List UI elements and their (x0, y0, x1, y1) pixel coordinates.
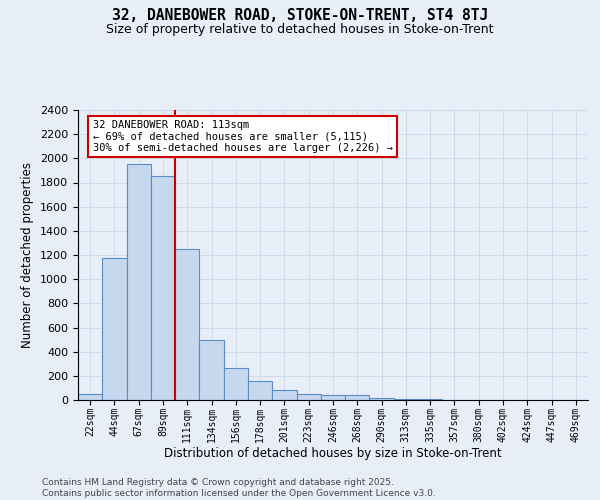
Y-axis label: Number of detached properties: Number of detached properties (22, 162, 34, 348)
Bar (321, 394, 345, 400)
Bar (394, 399, 418, 400)
Bar (102, 258, 127, 400)
Bar (199, 340, 224, 400)
Bar (151, 176, 175, 400)
Bar (175, 249, 199, 400)
Bar (296, 394, 321, 400)
Bar (127, 164, 151, 400)
X-axis label: Distribution of detached houses by size in Stoke-on-Trent: Distribution of detached houses by size … (164, 447, 502, 460)
Text: Size of property relative to detached houses in Stoke-on-Trent: Size of property relative to detached ho… (106, 22, 494, 36)
Bar (78, 394, 102, 400)
Bar (345, 395, 370, 400)
Bar (224, 368, 248, 400)
Text: 32 DANEBOWER ROAD: 113sqm
← 69% of detached houses are smaller (5,115)
30% of se: 32 DANEBOWER ROAD: 113sqm ← 69% of detac… (92, 120, 392, 153)
Bar (272, 390, 296, 400)
Bar (248, 380, 272, 400)
Text: 32, DANEBOWER ROAD, STOKE-ON-TRENT, ST4 8TJ: 32, DANEBOWER ROAD, STOKE-ON-TRENT, ST4 … (112, 8, 488, 22)
Bar (370, 398, 394, 400)
Text: Contains HM Land Registry data © Crown copyright and database right 2025.
Contai: Contains HM Land Registry data © Crown c… (42, 478, 436, 498)
